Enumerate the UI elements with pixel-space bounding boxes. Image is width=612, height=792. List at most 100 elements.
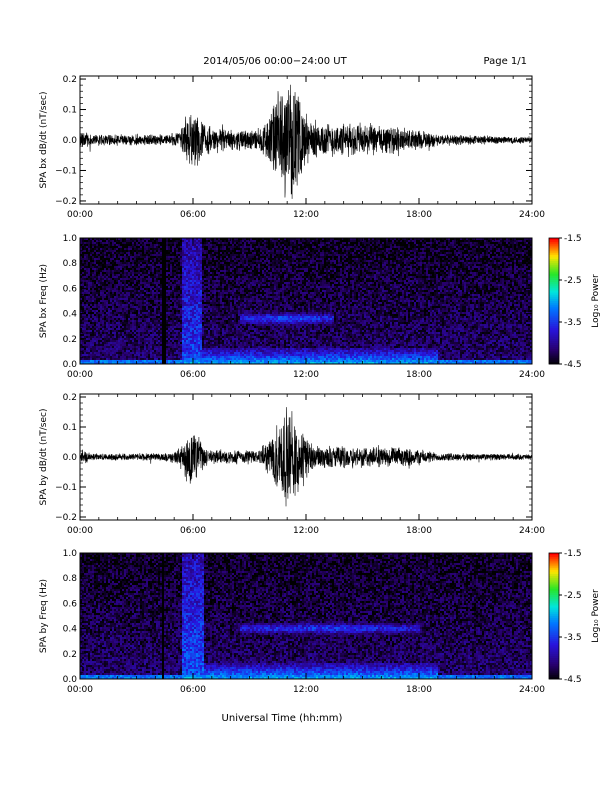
- spectrogram-cell: [136, 286, 139, 289]
- spectrogram-cell: [134, 344, 137, 347]
- spectrogram-cell: [160, 262, 163, 265]
- spectrogram-cell: [152, 274, 155, 277]
- spectrogram-cell: [120, 238, 123, 241]
- spectrogram-cell: [152, 298, 155, 301]
- spectrogram-cell: [106, 276, 109, 279]
- spectrogram-cell: [206, 320, 209, 323]
- spectrogram-cell: [116, 256, 119, 259]
- spectrogram-cell: [146, 352, 149, 355]
- spectrogram-cell: [176, 256, 179, 259]
- spectrogram-cell: [204, 298, 207, 301]
- spectrogram-cell: [188, 356, 191, 359]
- spectrogram-cell: [108, 362, 111, 365]
- spectrogram-cell: [106, 256, 109, 259]
- spectrogram-cell: [196, 252, 199, 255]
- spectrogram-cell: [150, 336, 153, 339]
- spectrogram-cell: [210, 358, 213, 361]
- spectrogram-cell: [118, 302, 121, 305]
- spectrogram-cell: [92, 352, 95, 355]
- spectrogram-cell: [226, 260, 229, 263]
- spectrogram-cell: [122, 254, 125, 257]
- spectrogram-cell: [120, 266, 123, 269]
- spectrogram-cell: [110, 266, 113, 269]
- spectrogram-cell: [198, 240, 201, 243]
- spectrogram-cell: [158, 276, 161, 279]
- spectrogram-cell: [110, 328, 113, 331]
- spectrogram-cell: [136, 328, 139, 331]
- spectrogram-cell: [92, 238, 95, 241]
- spectrogram-cell: [228, 280, 231, 283]
- spectrogram-cell: [144, 346, 147, 349]
- spectrogram-cell: [100, 320, 103, 323]
- spectrogram-cell: [134, 238, 137, 241]
- spectrogram-cell: [178, 362, 181, 365]
- spectrogram-cell: [182, 286, 185, 289]
- spectrogram-cell: [102, 318, 105, 321]
- spectrogram-cell: [82, 360, 85, 363]
- spectrogram-cell: [128, 266, 131, 269]
- spectrogram-cell: [142, 318, 145, 321]
- spectrogram-cell: [112, 362, 115, 365]
- spectrogram-cell: [102, 284, 105, 287]
- spectrogram-cell: [212, 250, 215, 253]
- spectrogram-cell: [86, 286, 89, 289]
- spectrogram-cell: [130, 292, 133, 295]
- spectrogram-cell: [192, 346, 195, 349]
- spectrogram-cell: [116, 304, 119, 307]
- spectrogram-cell: [176, 238, 179, 241]
- spectrogram-cell: [220, 306, 223, 309]
- spectrogram-cell: [96, 316, 99, 319]
- spectrogram-cell: [152, 266, 155, 269]
- spectrogram-cell: [210, 250, 213, 253]
- spectrogram-cell: [234, 278, 237, 281]
- spectrogram-cell: [146, 306, 149, 309]
- spectrogram-cell: [176, 268, 179, 271]
- spectrogram-cell: [174, 320, 177, 323]
- spectrogram-cell: [138, 278, 141, 281]
- spectrogram-cell: [134, 330, 137, 333]
- spectrogram-cell: [112, 322, 115, 325]
- spectrogram-cell: [168, 276, 171, 279]
- spectrogram-cell: [202, 276, 205, 279]
- spectrogram-cell: [102, 362, 105, 365]
- spectrogram-cell: [158, 288, 161, 291]
- spectrogram-cell: [228, 304, 231, 307]
- spectrogram-cell: [162, 252, 165, 255]
- spectrogram-cell: [172, 304, 175, 307]
- spectrogram-cell: [154, 326, 157, 329]
- spectrogram-cell: [218, 256, 221, 259]
- spectrogram-cell: [82, 296, 85, 299]
- spectrogram-cell: [232, 336, 235, 339]
- spectrogram-cell: [138, 334, 141, 337]
- spectrogram-cell: [84, 254, 87, 257]
- spectrogram-cell: [208, 258, 211, 261]
- spectrogram-cell: [170, 292, 173, 295]
- spectrogram-cell: [202, 340, 205, 343]
- spectrogram-cell: [170, 338, 173, 341]
- spectrogram-cell: [186, 262, 189, 265]
- spectrogram-cell: [192, 250, 195, 253]
- spectrogram-cell: [184, 250, 187, 253]
- spectrogram-cell: [84, 260, 87, 263]
- spectrogram-cell: [124, 252, 127, 255]
- spectrogram-cell: [126, 354, 129, 357]
- spectrogram-cell: [168, 320, 171, 323]
- spectrogram-cell: [194, 324, 197, 327]
- spectrogram-cell: [190, 302, 193, 305]
- spectrogram-cell: [200, 292, 203, 295]
- spectrogram-cell: [110, 312, 113, 315]
- spectrogram-cell: [132, 260, 135, 263]
- spectrogram-cell: [88, 308, 91, 311]
- spectrogram-cell: [116, 258, 119, 261]
- spectrogram-cell: [150, 300, 153, 303]
- spectrogram-cell: [194, 328, 197, 331]
- spectrogram-cell: [140, 298, 143, 301]
- spectrogram-cell: [98, 342, 101, 345]
- spectrogram-cell: [210, 248, 213, 251]
- spectrogram-cell: [80, 244, 83, 247]
- spectrogram-cell: [230, 258, 233, 261]
- spectrogram-cell: [100, 268, 103, 271]
- spectrogram-cell: [218, 250, 221, 253]
- spectrogram-cell: [138, 242, 141, 245]
- spectrogram-cell: [144, 344, 147, 347]
